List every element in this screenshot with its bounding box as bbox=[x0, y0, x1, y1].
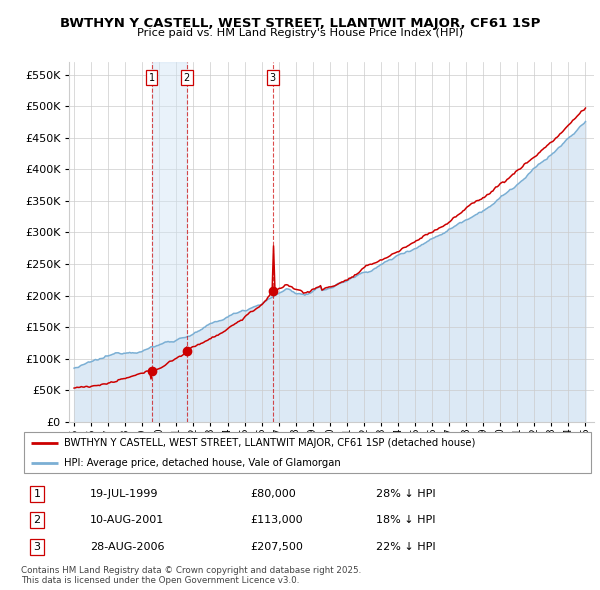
Text: BWTHYN Y CASTELL, WEST STREET, LLANTWIT MAJOR, CF61 1SP: BWTHYN Y CASTELL, WEST STREET, LLANTWIT … bbox=[60, 17, 540, 30]
Text: £207,500: £207,500 bbox=[250, 542, 303, 552]
Text: 2: 2 bbox=[184, 73, 190, 83]
Text: £80,000: £80,000 bbox=[250, 489, 296, 499]
Text: 2: 2 bbox=[34, 516, 41, 525]
Text: 19-JUL-1999: 19-JUL-1999 bbox=[90, 489, 158, 499]
Text: 18% ↓ HPI: 18% ↓ HPI bbox=[376, 516, 436, 525]
Text: 1: 1 bbox=[149, 73, 155, 83]
Text: 22% ↓ HPI: 22% ↓ HPI bbox=[376, 542, 436, 552]
Text: Price paid vs. HM Land Registry's House Price Index (HPI): Price paid vs. HM Land Registry's House … bbox=[137, 28, 463, 38]
Text: 1: 1 bbox=[34, 489, 41, 499]
Text: BWTHYN Y CASTELL, WEST STREET, LLANTWIT MAJOR, CF61 1SP (detached house): BWTHYN Y CASTELL, WEST STREET, LLANTWIT … bbox=[64, 438, 475, 448]
Text: Contains HM Land Registry data © Crown copyright and database right 2025.
This d: Contains HM Land Registry data © Crown c… bbox=[21, 566, 361, 585]
Bar bbox=[152, 62, 187, 422]
Text: 3: 3 bbox=[34, 542, 41, 552]
Text: 3: 3 bbox=[270, 73, 276, 83]
Text: £113,000: £113,000 bbox=[250, 516, 303, 525]
Text: 28-AUG-2006: 28-AUG-2006 bbox=[90, 542, 164, 552]
FancyBboxPatch shape bbox=[24, 432, 591, 473]
Text: HPI: Average price, detached house, Vale of Glamorgan: HPI: Average price, detached house, Vale… bbox=[64, 458, 341, 468]
Text: 28% ↓ HPI: 28% ↓ HPI bbox=[376, 489, 436, 499]
Text: 10-AUG-2001: 10-AUG-2001 bbox=[90, 516, 164, 525]
